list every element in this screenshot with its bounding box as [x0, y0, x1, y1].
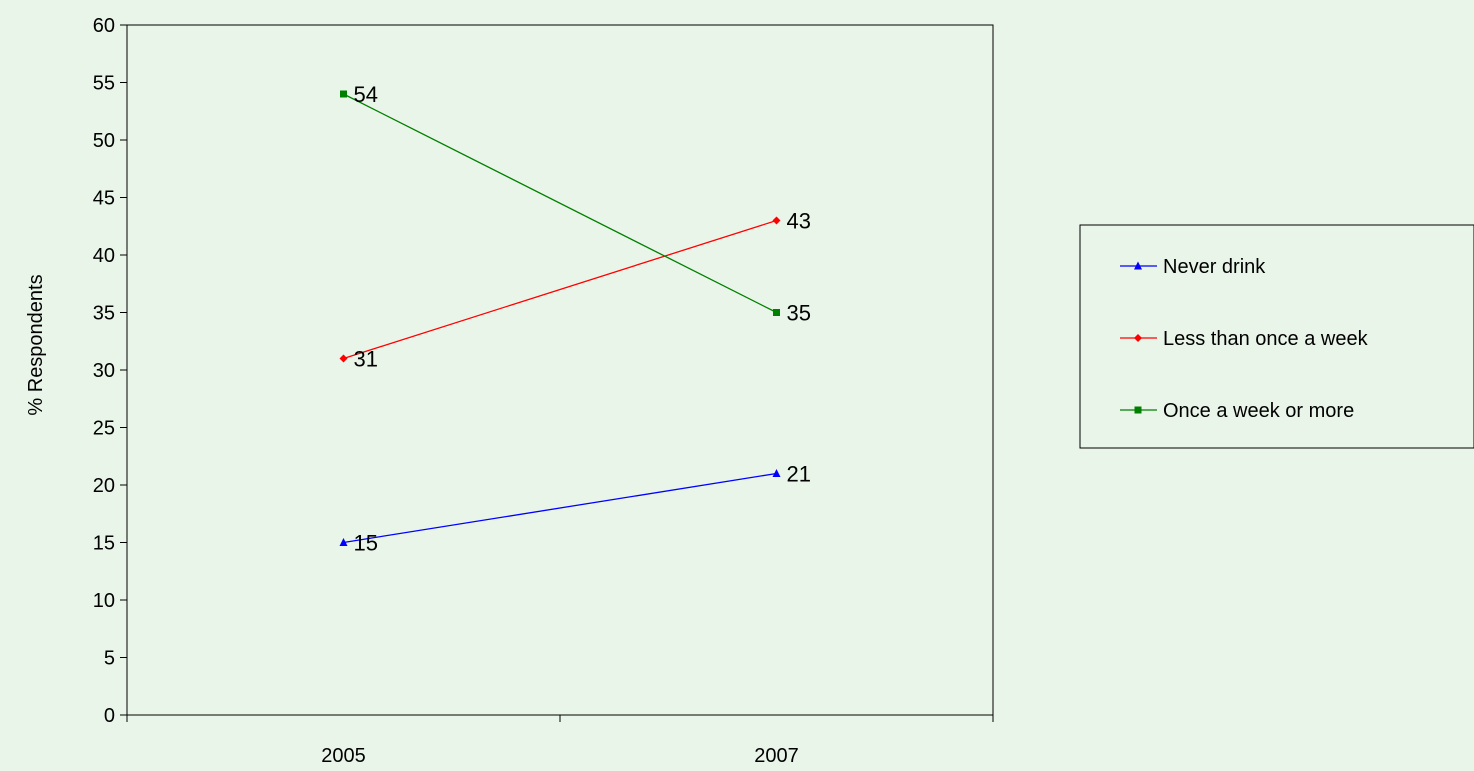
y-tick-label: 40 — [93, 245, 115, 267]
legend-label: Once a week or more — [1163, 400, 1354, 422]
data-point — [772, 469, 781, 477]
data-label: 15 — [354, 531, 378, 556]
data-point — [339, 354, 348, 363]
y-tick-label: 20 — [93, 475, 115, 497]
legend: Never drink Less than once a week Once a w… — [1120, 256, 1369, 422]
data-point — [772, 216, 781, 225]
y-tick-label: 0 — [104, 705, 115, 727]
y-tick-label: 55 — [93, 73, 115, 95]
data-point — [773, 309, 780, 316]
series: 54 35 — [340, 82, 811, 326]
data-label: 31 — [354, 347, 378, 372]
legend-label: Never drink — [1163, 256, 1266, 278]
x-axis: 2005 2007 — [126, 715, 994, 767]
series-line — [343, 93, 777, 314]
x-tick-label: 2005 — [321, 745, 366, 766]
y-tick-label: 25 — [93, 418, 115, 440]
legend-entry: Never drink — [1120, 256, 1266, 278]
series-line — [343, 472, 777, 544]
legend-label: Less than once a week — [1163, 328, 1369, 350]
legend-entry: Less than once a week — [1120, 328, 1369, 350]
data-label: 43 — [787, 209, 811, 234]
legend-marker — [1134, 334, 1142, 342]
data-point — [340, 90, 347, 98]
data-label: 35 — [787, 301, 811, 326]
legend-entry: Once a week or more — [1120, 400, 1354, 422]
x-tick-label: 2007 — [754, 745, 799, 766]
data-point — [339, 538, 348, 546]
y-tick-label: 30 — [93, 360, 115, 382]
legend-marker — [1134, 406, 1142, 414]
y-axis: 0 5 10 15 20 25 30 35 40 45 50 55 60 — [93, 15, 127, 727]
y-tick-label: 10 — [93, 590, 115, 612]
y-tick-label: 60 — [93, 15, 115, 37]
plot-area — [126, 24, 994, 716]
y-axis-title: % Respondents — [25, 274, 47, 415]
y-tick-label: 50 — [93, 130, 115, 152]
series-line — [343, 219, 777, 360]
y-tick-label: 45 — [93, 188, 115, 210]
series: 31 43 — [339, 209, 811, 372]
legend-marker — [1134, 261, 1142, 270]
data-label: 21 — [787, 462, 811, 487]
y-tick-label: 5 — [104, 648, 115, 670]
y-tick-label: 15 — [93, 533, 115, 555]
y-tick-label: 35 — [93, 303, 115, 325]
data-label: 54 — [354, 82, 378, 107]
legend-box — [1079, 224, 1474, 449]
